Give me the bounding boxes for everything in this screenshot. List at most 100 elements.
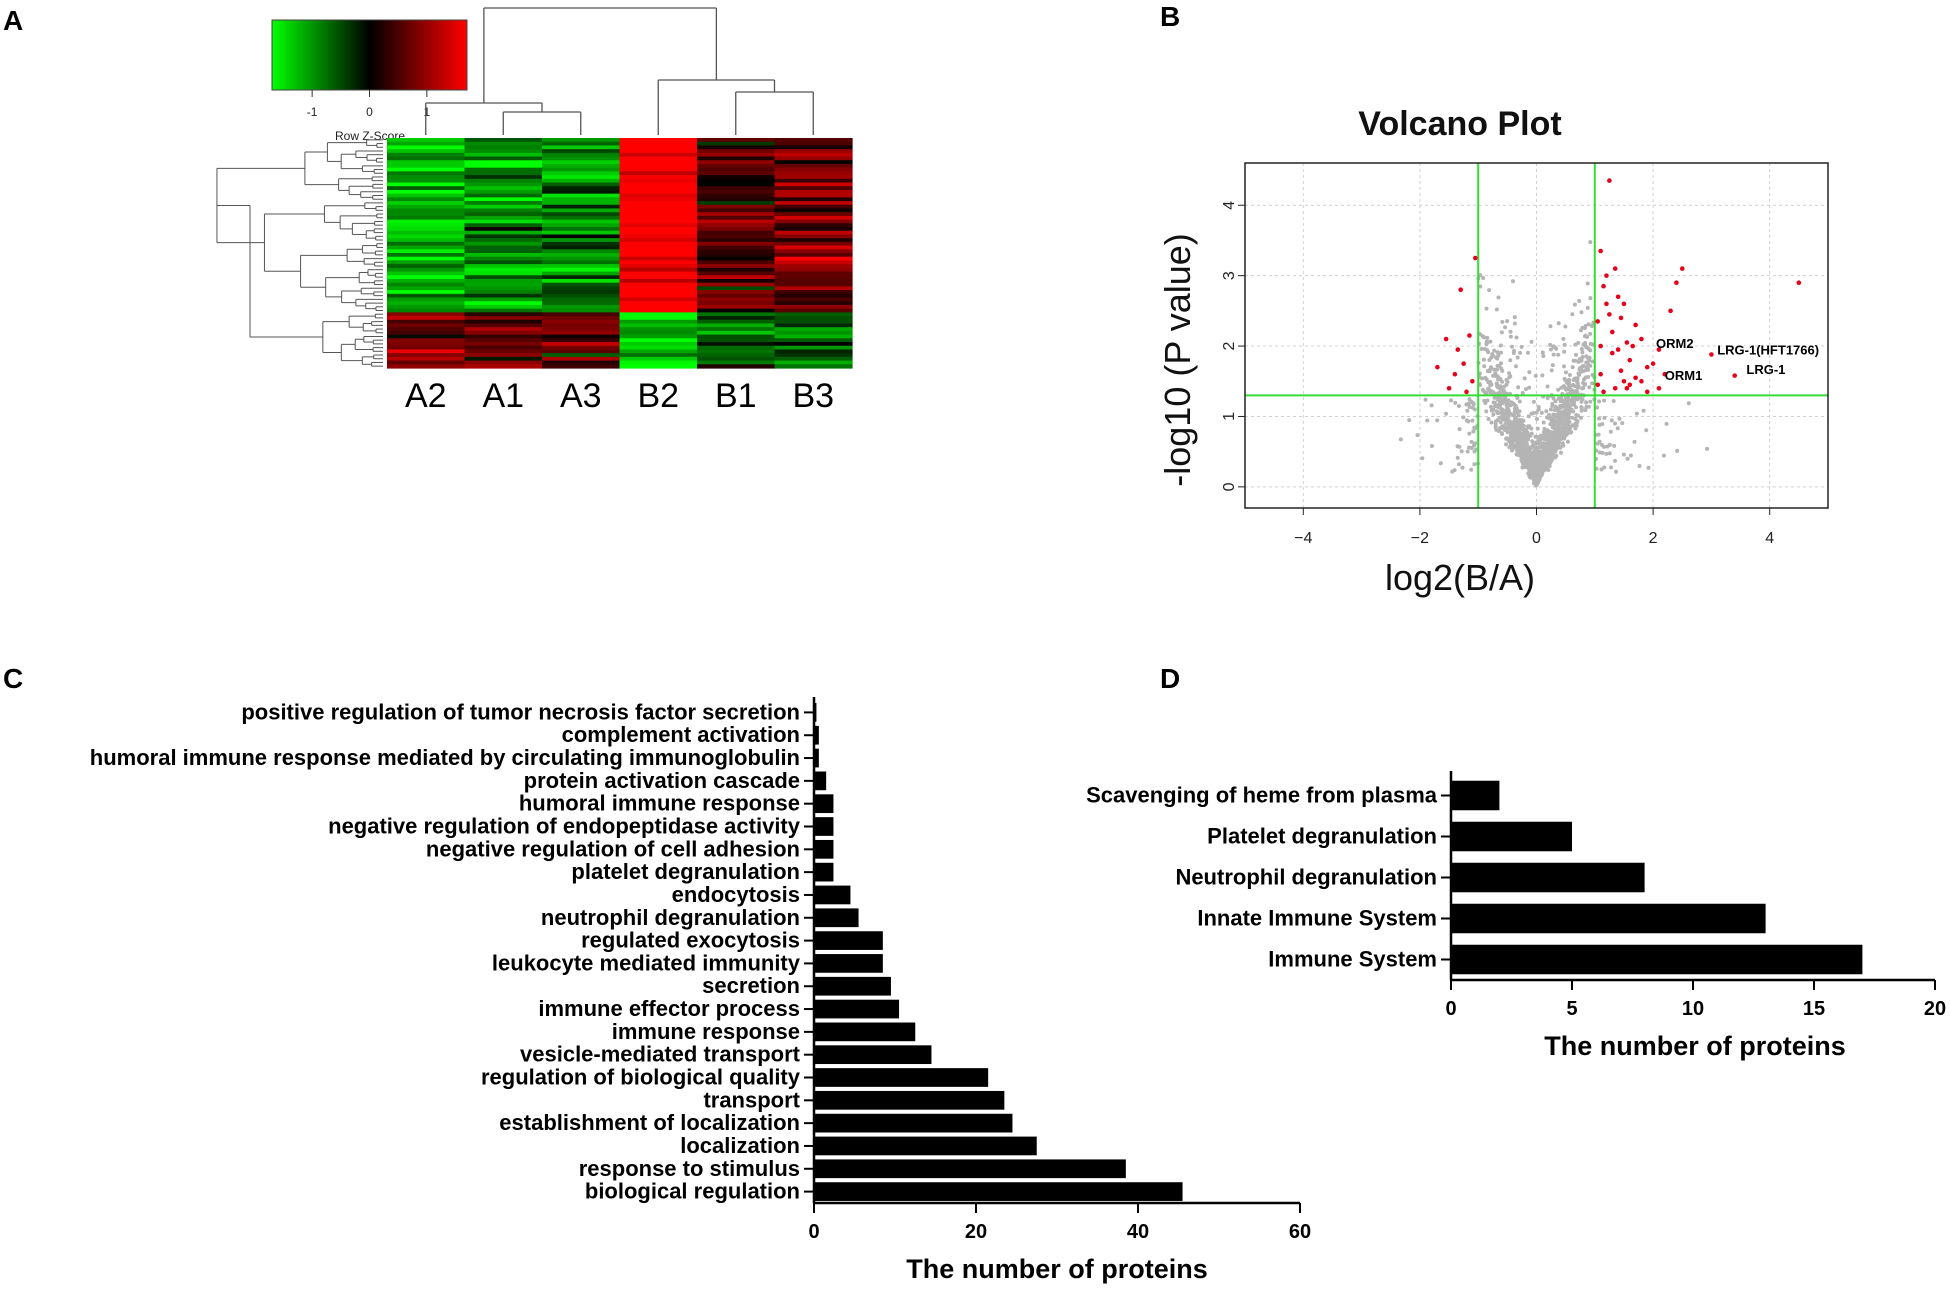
volcano-point-nonsignificant	[1570, 365, 1575, 370]
heatmap-cell	[774, 249, 853, 254]
volcano-point-nonsignificant	[1528, 460, 1533, 465]
go-category-label: endocytosis	[672, 882, 800, 907]
volcano-point-nonsignificant	[1438, 461, 1443, 466]
volcano-point-nonsignificant	[1498, 410, 1503, 415]
volcano-point-nonsignificant	[1579, 408, 1584, 413]
volcano-point-nonsignificant	[1589, 323, 1594, 328]
volcano-point-nonsignificant	[1485, 340, 1490, 345]
go-category-label: biological regulation	[585, 1179, 800, 1204]
volcano-point-nonsignificant	[1560, 441, 1565, 446]
heatmap-cell	[464, 275, 543, 280]
heatmap-cell	[774, 215, 853, 221]
volcano-y-tick-label: 1	[1221, 412, 1238, 421]
panel-label-b: B	[1160, 1, 1180, 32]
go-category-label: immune effector process	[538, 996, 800, 1021]
heatmap-cell	[542, 334, 621, 339]
heatmap-cell	[542, 167, 621, 172]
volcano-point-nonsignificant	[1558, 415, 1563, 420]
volcano-point-nonsignificant	[1491, 400, 1496, 405]
heatmap-cell	[542, 249, 621, 254]
volcano-point-nonsignificant	[1621, 452, 1626, 457]
heatmap-cell	[619, 182, 698, 187]
volcano-point-significant	[1639, 336, 1644, 342]
heatmap-cell	[619, 327, 698, 332]
volcano-point-nonsignificant	[1541, 455, 1546, 460]
volcano-point-nonsignificant	[1504, 378, 1509, 383]
heatmap-cell	[464, 197, 543, 202]
volcano-point-nonsignificant	[1478, 273, 1483, 278]
go-bar	[814, 839, 834, 859]
heatmap-cell	[464, 175, 543, 180]
heatmap-cell	[619, 141, 698, 147]
heatmap-cell	[542, 238, 621, 243]
volcano-point-significant	[1630, 343, 1635, 349]
heatmap-cell	[387, 275, 466, 280]
volcano-point-nonsignificant	[1492, 348, 1497, 353]
volcano-point-nonsignificant	[1512, 418, 1517, 423]
go-bar	[814, 748, 819, 768]
heatmap-cell	[697, 138, 776, 143]
volcano-point-nonsignificant	[1541, 420, 1546, 425]
volcano-point-nonsignificant	[1551, 455, 1556, 460]
heatmap-cell	[697, 330, 776, 336]
heatmap-cell	[774, 241, 853, 247]
heatmap-cell	[542, 282, 621, 287]
volcano-point-nonsignificant	[1587, 385, 1592, 390]
volcano-point-nonsignificant	[1481, 357, 1486, 362]
volcano-point-nonsignificant	[1507, 445, 1512, 450]
volcano-point-nonsignificant	[1545, 453, 1550, 458]
pathway-bar-chart-panel: Scavenging of heme from plasma Platelet d…	[1086, 771, 1946, 1061]
volcano-point-nonsignificant	[1494, 409, 1499, 414]
volcano-point-nonsignificant	[1597, 422, 1602, 427]
heatmap-cell	[774, 152, 853, 158]
volcano-point-nonsignificant	[1539, 410, 1544, 415]
volcano-point-nonsignificant	[1551, 419, 1556, 424]
volcano-point-nonsignificant	[1500, 379, 1505, 384]
volcano-point-nonsignificant	[1566, 379, 1571, 384]
volcano-point-nonsignificant	[1588, 348, 1593, 353]
heatmap-cell	[464, 338, 543, 343]
heatmap-cell	[774, 304, 853, 310]
volcano-point-nonsignificant	[1507, 439, 1512, 444]
volcano-point-nonsignificant	[1507, 423, 1512, 428]
pathway-bar	[1451, 862, 1645, 893]
volcano-point-nonsignificant	[1495, 383, 1500, 388]
heatmap-cell	[619, 145, 698, 150]
heatmap-cell	[542, 175, 621, 180]
go-category-label: complement activation	[562, 722, 800, 747]
volcano-point-nonsignificant	[1538, 473, 1543, 478]
volcano-point-nonsignificant	[1519, 457, 1524, 462]
volcano-point-nonsignificant	[1501, 389, 1506, 394]
volcano-point-nonsignificant	[1516, 436, 1521, 441]
volcano-point-nonsignificant	[1493, 424, 1498, 429]
pathway-category-label: Innate Immune System	[1197, 906, 1437, 931]
volcano-point-nonsignificant	[1568, 383, 1573, 388]
heatmap-cell	[774, 275, 853, 280]
go-bar	[814, 908, 859, 928]
volcano-point-nonsignificant	[1625, 456, 1630, 461]
heatmap-panel: -1 0 1 Row Z-Score A2 A1 A3 B2 B1 B3	[216, 7, 853, 415]
heatmap-cell	[387, 204, 466, 210]
heatmap-cell	[774, 149, 853, 154]
volcano-point-nonsignificant	[1487, 288, 1492, 293]
volcano-point-nonsignificant	[1533, 474, 1538, 479]
volcano-x-tick-label: 0	[1532, 530, 1541, 547]
volcano-point-nonsignificant	[1561, 336, 1566, 341]
volcano-point-nonsignificant	[1584, 405, 1589, 410]
heatmap-cell	[619, 234, 698, 239]
volcano-point-nonsignificant	[1504, 403, 1509, 408]
heatmap-cell	[464, 364, 543, 369]
heatmap-cell	[774, 138, 853, 143]
heatmap-cell	[774, 197, 853, 202]
go-category-label: vesicle-mediated transport	[520, 1042, 801, 1067]
heatmap-cell	[387, 342, 466, 347]
heatmap-cell	[542, 234, 621, 239]
volcano-point-nonsignificant	[1506, 426, 1511, 431]
volcano-point-nonsignificant	[1489, 420, 1494, 425]
volcano-point-significant	[1709, 352, 1714, 357]
volcano-point-nonsignificant	[1620, 421, 1625, 426]
go-x-tick-label: 20	[965, 1221, 987, 1243]
heatmap-cell	[464, 171, 543, 176]
heatmap-cell	[387, 178, 466, 184]
heatmap-cell	[464, 149, 543, 154]
